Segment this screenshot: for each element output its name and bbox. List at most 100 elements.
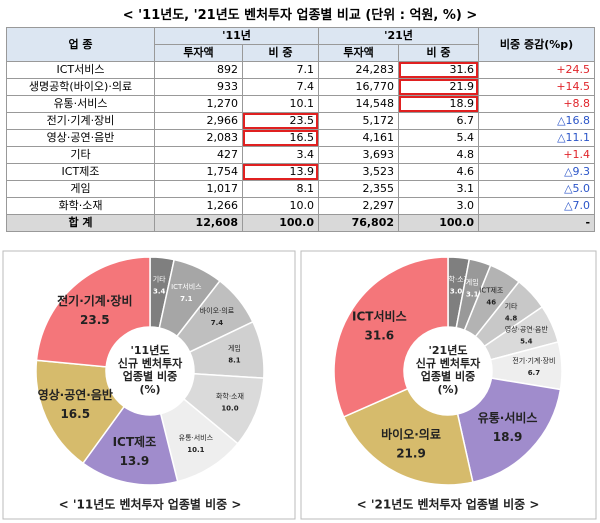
subheader-cell: 투자액	[318, 44, 400, 62]
slice-label: 영상·공연·음반	[38, 387, 113, 402]
table-cell: 3,693	[318, 146, 400, 164]
slice-label: 기타	[505, 302, 518, 311]
table-cell: 5,172	[318, 112, 400, 130]
table-row: 게임 1,017 8.1 2,355 3.1 △5.0	[6, 180, 596, 198]
table-row: ICT서비스 892 7.1 24,283 31.6 +24.5	[6, 61, 596, 79]
table-cell: 2,297	[318, 197, 400, 215]
table-row: 화학·소재 1,266 10.0 2,297 3.0 △7.0	[6, 197, 596, 215]
slice-value: 3.1	[466, 290, 479, 298]
header-cell: '21년	[318, 27, 480, 45]
subheader-cell: 비 중	[241, 44, 320, 62]
pie-slice	[81, 405, 179, 486]
pie-slice	[342, 387, 474, 486]
slice-label: ICT제조	[479, 287, 504, 295]
center-label: 신규 벤처투자	[416, 356, 481, 370]
center-label: 업종별 비중	[421, 369, 475, 383]
table-cell: 1,754	[154, 163, 243, 181]
table-cell: 7.1	[241, 61, 320, 79]
comparison-table: 업 종 '11년 '21년 비중 증감(%p) 투자액 비 중 투자액 비 중 …	[6, 27, 596, 232]
subheader-cell: 비 중	[398, 44, 480, 62]
table-cell: 4.8	[398, 146, 480, 164]
slice-value: 31.6	[365, 329, 395, 343]
pie-slice	[456, 377, 562, 484]
slice-value: 7.1	[180, 295, 193, 303]
table-cell: ICT제조	[6, 163, 155, 181]
header-cell: 업 종	[6, 27, 155, 62]
panel	[2, 250, 296, 520]
table-cell: △5.0	[478, 180, 596, 198]
slice-value: 8.1	[228, 357, 241, 365]
header-cell: '11년	[153, 27, 320, 45]
slice-label: 전기·기계·장비	[512, 356, 555, 365]
slice-label: 유통·서비스	[179, 433, 214, 442]
slice-label: 게임	[466, 277, 479, 286]
slice-value: 4.8	[505, 315, 518, 323]
table-cell: +8.8	[478, 95, 596, 113]
table-cell: +14.5	[478, 78, 596, 96]
slice-value: 5.4	[520, 337, 533, 345]
subheader-cell: 투자액	[154, 44, 243, 62]
table-cell: 기타	[6, 146, 155, 164]
pie-slice	[333, 256, 449, 418]
table-cell: 화학·소재	[6, 197, 155, 215]
table-cell: 유통·서비스	[6, 95, 155, 113]
header-cell: 비중 증감(%p)	[478, 27, 596, 62]
table-cell: +24.5	[478, 61, 596, 79]
table-cell: 31.6	[398, 61, 480, 79]
table-cell: 8.1	[241, 180, 320, 198]
pie-slice	[35, 359, 126, 465]
table-cell: 14,548	[318, 95, 400, 113]
charts: 기타 3.4 ICT서비스 7.1 바이오·의료 7.4 게임 8.1 화학·소재 10.0 유통·…	[2, 250, 597, 520]
table-cell: +1.4	[478, 146, 596, 164]
slice-value: 7.4	[211, 319, 224, 327]
center-label: (%)	[437, 383, 458, 396]
table-cell: △11.1	[478, 129, 596, 147]
slice-label: ICT제조	[113, 435, 157, 449]
table-cell: 3.1	[398, 180, 480, 198]
slice-value: 6.7	[528, 369, 541, 377]
slice-label: 유통·서비스	[478, 410, 538, 425]
table-cell: 합 계	[6, 214, 155, 232]
table-cell: 76,802	[318, 214, 400, 232]
table-cell: 7.4	[241, 78, 320, 96]
slice-value: 21.9	[396, 447, 426, 461]
table-cell: 16,770	[318, 78, 400, 96]
table-cell: 13.9	[241, 163, 320, 181]
table-cell: -	[478, 214, 596, 232]
slice-value: 13.9	[120, 454, 150, 468]
slice-value: 10.0	[221, 405, 238, 413]
table-cell: 4.6	[398, 163, 480, 181]
table-cell: △9.3	[478, 163, 596, 181]
slice-label: ICT서비스	[171, 282, 202, 291]
slice-value: 3.4	[153, 287, 166, 295]
slice-value: 3.0	[450, 287, 463, 295]
table-cell: 3.0	[398, 197, 480, 215]
table-cell: 1,266	[154, 197, 243, 215]
table-row: 유통·서비스 1,270 10.1 14,548 18.9 +8.8	[6, 95, 596, 113]
table-cell: 21.9	[398, 78, 480, 96]
table-cell: 2,966	[154, 112, 243, 130]
table-cell: 2,083	[154, 129, 243, 147]
table-cell: 3.4	[241, 146, 320, 164]
page-title: < '11년도, '21년도 벤처투자 업종별 비교 (단위 : 억원, %) …	[122, 8, 478, 23]
slice-value: 10.1	[187, 446, 204, 454]
slice-value: 18.9	[493, 430, 523, 444]
slice-label: 전기·기계·장비	[57, 293, 132, 308]
table-cell: 전기·기계·장비	[6, 112, 155, 130]
table-cell: 100.0	[241, 214, 320, 232]
table-cell: 5.4	[398, 129, 480, 147]
table-row: 기타 427 3.4 3,693 4.8 +1.4	[6, 146, 596, 164]
table-cell: 4,161	[318, 129, 400, 147]
table-body: ICT서비스 892 7.1 24,283 31.6 +24.5 생명공학(바이오)·의료 9…	[6, 61, 596, 232]
table-cell: ICT서비스	[6, 61, 155, 79]
table-cell: 933	[154, 78, 243, 96]
chart-caption: < '11년도 벤처투자 업종별 비중 >	[59, 497, 242, 512]
chart-caption: < '21년도 벤처투자 업종별 비중 >	[357, 497, 540, 512]
table-cell: 3,523	[318, 163, 400, 181]
table-cell: 10.1	[241, 95, 320, 113]
table-row: ICT제조 1,754 13.9 3,523 4.6 △9.3	[6, 163, 596, 181]
table-row: 생명공학(바이오)·의료 933 7.4 16,770 21.9 +14.5	[6, 78, 596, 96]
table-cell: 6.7	[398, 112, 480, 130]
slice-value: 23.5	[80, 313, 110, 327]
